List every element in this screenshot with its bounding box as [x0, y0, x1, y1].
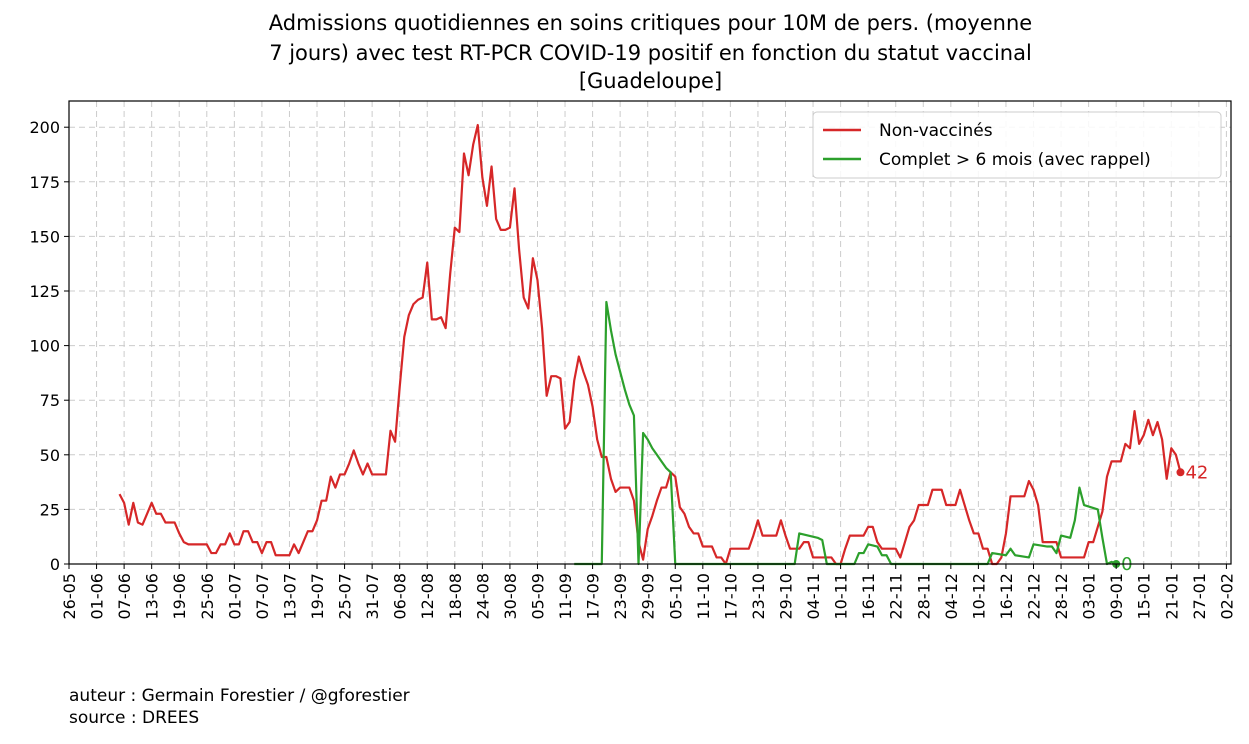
x-tick-label: 10-11 [832, 573, 851, 620]
x-tick-label: 22-11 [887, 573, 906, 620]
plot-frame [68, 100, 1232, 565]
x-tick-label: 01-07 [225, 573, 244, 620]
footer-author: auteur : Germain Forestier / @gforestier [69, 686, 410, 706]
x-tick-label: 15-01 [1135, 573, 1154, 620]
x-tick-label: 04-11 [804, 573, 823, 620]
x-tick-label: 09-01 [1107, 573, 1126, 620]
chart-title-line-1: Admissions quotidiennes en soins critiqu… [268, 11, 1033, 35]
x-tick-label: 05-09 [528, 573, 547, 620]
x-tick-label: 25-06 [198, 573, 217, 620]
x-tick-label: 27-01 [1190, 573, 1209, 620]
x-tick-label: 29-09 [639, 573, 658, 620]
x-tick-label: 25-07 [336, 573, 355, 620]
x-tick-label: 24-08 [473, 573, 492, 620]
y-tick-label: 200 [29, 118, 60, 137]
x-tick-label: 02-02 [1217, 573, 1236, 620]
series-line-non-vaccines [118, 123, 1182, 566]
x-tick-label: 06-08 [391, 573, 410, 620]
x-tick-label: 05-10 [666, 573, 685, 620]
x-tick-label: 18-08 [446, 573, 465, 620]
legend-box [812, 111, 1222, 179]
y-tick-label: 125 [29, 282, 60, 301]
legend-label: Non-vaccinés [879, 121, 993, 141]
y-tick-label: 175 [29, 173, 60, 192]
x-tick-label: 13-06 [143, 573, 162, 620]
x-tick-label: 03-01 [1080, 573, 1099, 620]
grid [68, 101, 1231, 565]
x-tick-label: 07-06 [115, 573, 134, 620]
series-end-label: 42 [1185, 462, 1208, 483]
x-tick-label: 13-07 [280, 573, 299, 620]
axes: 0 25 50 75 100 125 150 175 200 26-05 01-06 07-06 13-… [29, 118, 1236, 619]
series-lines: 420 [118, 123, 1208, 575]
y-tick-label: 25 [40, 500, 60, 519]
y-tick-label: 150 [29, 227, 60, 246]
x-tick-label: 22-12 [1025, 573, 1044, 620]
x-tick-label: 11-09 [556, 573, 575, 620]
y-tick-label: 0 [50, 555, 60, 574]
legend: Non-vaccinés Complet > 6 mois (avec rappe… [812, 111, 1222, 179]
x-tick-label: 01-06 [88, 573, 107, 620]
x-tick-label: 04-12 [942, 573, 961, 620]
x-tick-label: 16-11 [859, 573, 878, 620]
y-tick-label: 100 [29, 337, 60, 356]
x-tick-label: 19-07 [308, 573, 327, 620]
x-tick-label: 29-10 [776, 573, 795, 620]
x-tick-label: 23-10 [749, 573, 768, 620]
x-tick-label: 17-10 [721, 573, 740, 620]
x-tick-label: 26-05 [60, 573, 79, 620]
x-tick-label: 30-08 [501, 573, 520, 620]
x-tick-label: 11-10 [694, 573, 713, 620]
x-tick-label: 28-12 [1052, 573, 1071, 620]
chart-title-line-2: 7 jours) avec test RT-PCR COVID-19 posit… [269, 41, 1032, 65]
x-tick-label: 10-12 [969, 573, 988, 620]
y-tick-label: 75 [40, 391, 60, 410]
x-tick-label: 21-01 [1162, 573, 1181, 620]
x-tick-label: 12-08 [418, 573, 437, 620]
x-tick-label: 23-09 [611, 573, 630, 620]
x-tick-label: 17-09 [584, 573, 603, 620]
x-tick-label: 28-11 [914, 573, 933, 620]
x-tick-label: 07-07 [253, 573, 272, 620]
series-end-marker [1176, 468, 1185, 477]
chart-title-line-3: [Guadeloupe] [578, 69, 723, 93]
x-tick-label: 19-06 [170, 573, 189, 620]
x-tick-label: 16-12 [997, 573, 1016, 620]
footer-source: source : DREES [69, 708, 200, 728]
y-tick-label: 50 [40, 446, 60, 465]
x-tick-label: 31-07 [363, 573, 382, 620]
series-line-complet-rappel [574, 300, 1117, 566]
legend-label: Complet > 6 mois (avec rappel) [879, 150, 1151, 170]
